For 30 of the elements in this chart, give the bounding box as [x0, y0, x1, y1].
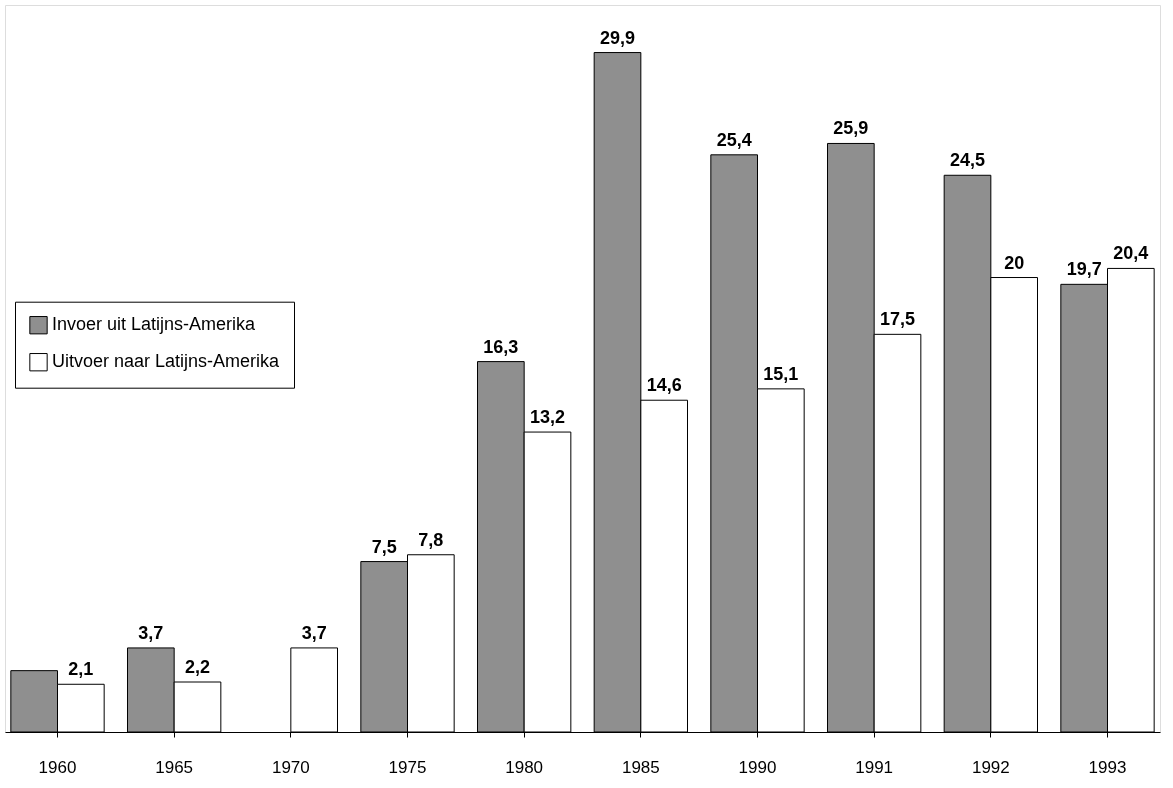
x-tick-label: 1992	[971, 757, 1010, 777]
data-label: 2,2	[184, 657, 211, 678]
x-tick-label: 1985	[621, 757, 660, 777]
legend-label: Invoer uit Latijns-Amerika	[52, 314, 257, 335]
data-label: 25,4	[716, 129, 752, 150]
data-label: 7,8	[418, 529, 444, 550]
data-label: 2,1	[68, 659, 94, 680]
data-label: 16,3	[483, 336, 519, 357]
x-tick-label: 1965	[155, 757, 194, 777]
data-label: 3,7	[301, 622, 327, 643]
x-tick-label: 1975	[388, 757, 427, 777]
data-label: 24,5	[949, 150, 986, 171]
x-tick-label: 1991	[855, 757, 894, 777]
x-tick-label: 1993	[1088, 757, 1127, 777]
data-label: 25,9	[833, 118, 869, 139]
data-label: 20	[1004, 252, 1025, 273]
x-tick-label: 1970	[271, 757, 310, 777]
x-tick-label: 1990	[738, 757, 777, 777]
data-label: 7,5	[371, 536, 397, 557]
x-tick-label: 1980	[505, 757, 544, 777]
data-label: 20,4	[1113, 243, 1149, 264]
data-label: 3,7	[138, 622, 164, 643]
data-label: 14,6	[646, 375, 682, 396]
x-tick-label: 1960	[38, 757, 77, 777]
data-label: 19,7	[1066, 259, 1102, 280]
legend-label: Uitvoer naar Latijns-Amerika	[52, 351, 281, 372]
data-label: 17,5	[879, 309, 916, 330]
data-label: 29,9	[599, 27, 636, 48]
data-label: 13,2	[529, 407, 566, 428]
data-label: 15,1	[763, 363, 799, 384]
